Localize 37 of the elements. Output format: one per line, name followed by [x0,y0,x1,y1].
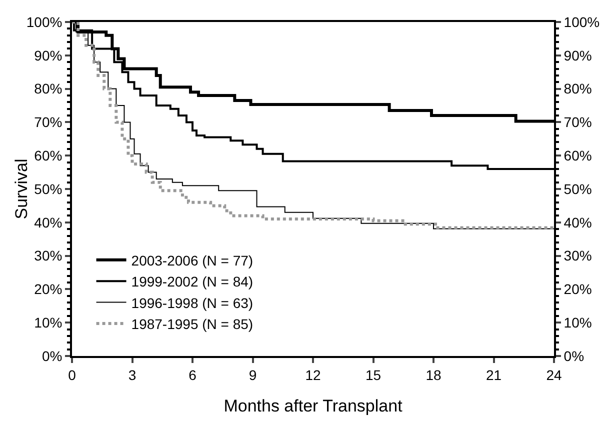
y-tick-label: 50% [34,180,62,197]
y2-tick-label: 50% [564,180,592,197]
legend-label: 1996-1998 (N = 63) [131,294,254,311]
y2-tick-label: 40% [564,214,592,230]
y2-tick-label: 10% [564,314,592,330]
y2-tick-label: 100% [564,14,600,30]
x-tick-label: 3 [128,366,136,383]
y-tick-label: 70% [34,114,62,130]
x-tick-label: 6 [188,366,197,383]
y-tick-label: 90% [34,47,62,64]
y2-tick-label: 70% [564,114,592,130]
x-tick-label: 12 [305,366,321,383]
y-tick-label: 100% [26,14,62,30]
legend-label: 1987-1995 (N = 85) [131,316,254,332]
x-tick-label: 18 [426,366,442,383]
y2-tick-label: 20% [564,281,592,298]
y2-tick-label: 90% [564,47,592,64]
y-axis-title: Survival [12,158,31,220]
legend-label: 2003-2006 (N = 77) [131,252,254,268]
y2-tick-label: 80% [564,80,592,97]
x-tick-label: 9 [248,366,257,383]
y-tick-label: 30% [34,248,62,264]
y-tick-label: 60% [34,148,62,164]
legend-label: 1999-2002 (N = 84) [131,274,254,290]
x-tick-label: 0 [68,366,76,383]
x-axis-title: Months after Transplant [224,396,403,416]
y2-tick-label: 60% [564,148,592,164]
y2-tick-label: 30% [564,248,592,264]
y-tick-label: 20% [34,281,62,298]
x-tick-label: 21 [486,366,502,383]
y2-tick-label: 0% [564,348,584,364]
y-tick-label: 0% [42,348,62,364]
y-tick-label: 40% [34,214,62,230]
y-tick-label: 10% [34,314,62,330]
x-tick-label: 24 [546,366,562,383]
x-tick-label: 15 [365,366,382,383]
y-tick-label: 80% [34,80,62,97]
